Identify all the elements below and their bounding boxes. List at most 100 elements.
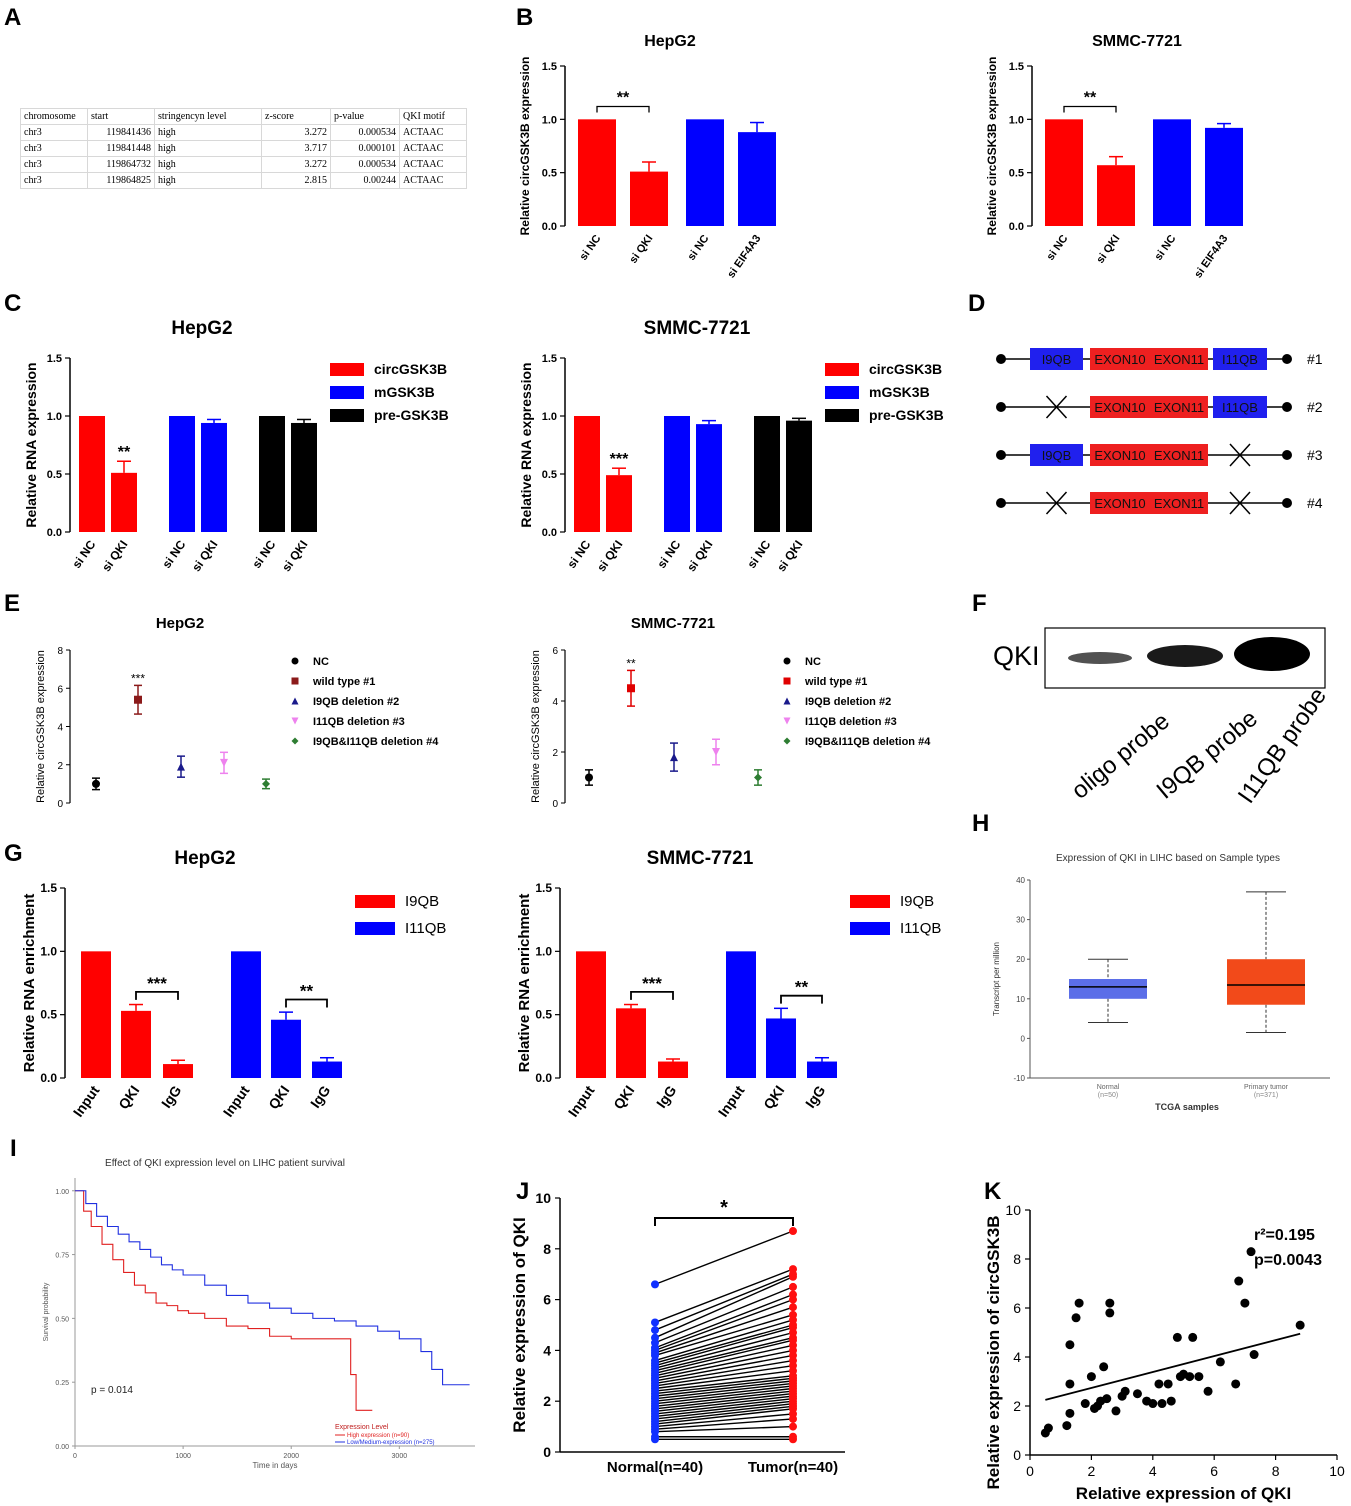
legend-label: NC — [805, 656, 821, 668]
legend-swatch — [330, 363, 364, 376]
legend-label: I9QB — [900, 893, 934, 910]
legend-label: High expression (n=90) — [347, 1433, 409, 1439]
x-tick-label: 8 — [1272, 1463, 1280, 1479]
significance-marker: ** — [795, 978, 809, 997]
deletion-mark — [1229, 443, 1251, 467]
legend-label: wild type #1 — [804, 676, 867, 688]
x-tick-label: 2000 — [283, 1453, 299, 1460]
legend-swatch — [850, 895, 890, 908]
table-cell: chr3 — [20, 140, 88, 157]
data-point — [1065, 1340, 1075, 1350]
pair-line — [654, 1397, 794, 1415]
construct-segment — [1213, 348, 1267, 370]
x-tick-label: si QKI — [279, 538, 310, 574]
construct-segment-label: EXON10 — [1094, 352, 1145, 367]
bar — [786, 420, 812, 532]
bar — [121, 1010, 151, 1078]
significance-marker: ** — [1084, 90, 1097, 107]
p-value: p=0.0043 — [1254, 1252, 1322, 1269]
data-point — [1065, 1408, 1075, 1418]
y-tick-label: 6 — [552, 646, 558, 657]
table-cell: 3.272 — [261, 156, 331, 173]
significance-bracket — [780, 994, 823, 1004]
x-tick-label: si NC — [685, 233, 711, 263]
bar — [630, 171, 668, 226]
construct-segment — [1150, 396, 1208, 418]
bar — [696, 424, 722, 532]
panel-label-e: E — [4, 590, 21, 617]
data-point — [1102, 1394, 1112, 1404]
y-tick-label: 8 — [543, 1241, 551, 1257]
x-tick-label: 0 — [73, 1453, 77, 1460]
bar — [259, 416, 285, 532]
y-tick-label: 2 — [1013, 1398, 1021, 1414]
data-point — [789, 1303, 797, 1312]
data-point — [177, 762, 185, 771]
construct-segment-label: EXON10 — [1094, 496, 1145, 511]
pair-line — [654, 1364, 794, 1387]
pair-line — [654, 1400, 794, 1418]
y-tick-label: 0 — [543, 1444, 551, 1460]
data-point — [1154, 1379, 1164, 1389]
legend-label: I11QB — [900, 920, 941, 937]
y-tick-label: 10 — [1016, 995, 1025, 1004]
regression-line — [1045, 1332, 1301, 1401]
bar — [111, 472, 137, 532]
table-cell: high — [154, 140, 262, 157]
box — [1069, 979, 1147, 999]
panel-label-j: J — [516, 1178, 530, 1205]
pair-line — [654, 1380, 794, 1397]
legend-label: I9QB — [405, 893, 439, 910]
x-tick-label: si NC — [577, 233, 603, 263]
construct-segment — [1150, 444, 1208, 466]
construct-segment-label: EXON11 — [1154, 448, 1204, 463]
x-tick-label: 10 — [1329, 1463, 1345, 1479]
table-cell: 3.272 — [261, 124, 331, 141]
pair-line — [654, 1273, 794, 1331]
bar — [616, 1008, 646, 1078]
x-tick-label: Input — [565, 1082, 598, 1119]
x-tick-label: si EIF4A3 — [1192, 233, 1230, 280]
table-cell: high — [154, 172, 262, 189]
construct-end — [996, 498, 1006, 508]
significance-marker: ** — [300, 981, 314, 1000]
panel-label-h: H — [972, 810, 990, 837]
construct-segment — [1090, 492, 1150, 514]
legend-swatch — [355, 922, 395, 935]
construct-id: #3 — [1307, 447, 1323, 463]
pair-line — [654, 1339, 794, 1374]
data-point — [627, 684, 635, 693]
data-point — [1105, 1308, 1115, 1318]
table-cell: high — [154, 156, 262, 173]
y-tick-label: 0.25 — [55, 1380, 69, 1387]
pair-line — [654, 1344, 794, 1377]
y-tick-label: 1.00 — [55, 1189, 69, 1196]
x-tick-label: Normal(n=40) — [607, 1459, 703, 1476]
significance-bracket — [630, 990, 674, 1000]
x-tick-label: Input — [220, 1082, 253, 1119]
bar — [1153, 119, 1191, 226]
y-tick-label: 0 — [1021, 1034, 1026, 1043]
x-tick-label: si NC — [249, 537, 278, 570]
western-blot: QKI oligo probe I9QB probe I11QB probe — [993, 627, 1332, 808]
x-tick-label: si EIF4A3 — [725, 233, 763, 280]
legend-label: I9QB deletion #2 — [805, 696, 891, 708]
significance-bracket — [285, 998, 328, 1008]
pair-line — [654, 1392, 794, 1410]
chart-title: HepG2 — [174, 848, 235, 869]
significance-marker: ** — [118, 444, 131, 461]
pair-line — [654, 1298, 794, 1352]
data-point — [789, 1227, 797, 1236]
y-tick-label: 4 — [1013, 1349, 1021, 1365]
legend-marker — [783, 677, 791, 685]
significance-marker: *** — [642, 974, 662, 993]
construct-segment — [1090, 444, 1150, 466]
x-tick-label: 3000 — [392, 1453, 408, 1460]
x-tick-label: IgG — [802, 1082, 829, 1110]
y-axis-label: Relative expression of QKI — [510, 1217, 529, 1432]
construct-end — [996, 354, 1006, 364]
y-axis-label: Survival probability — [43, 1282, 50, 1341]
legend-label: mGSK3B — [374, 384, 435, 400]
construct-segment-label: I11QB — [1222, 400, 1258, 415]
